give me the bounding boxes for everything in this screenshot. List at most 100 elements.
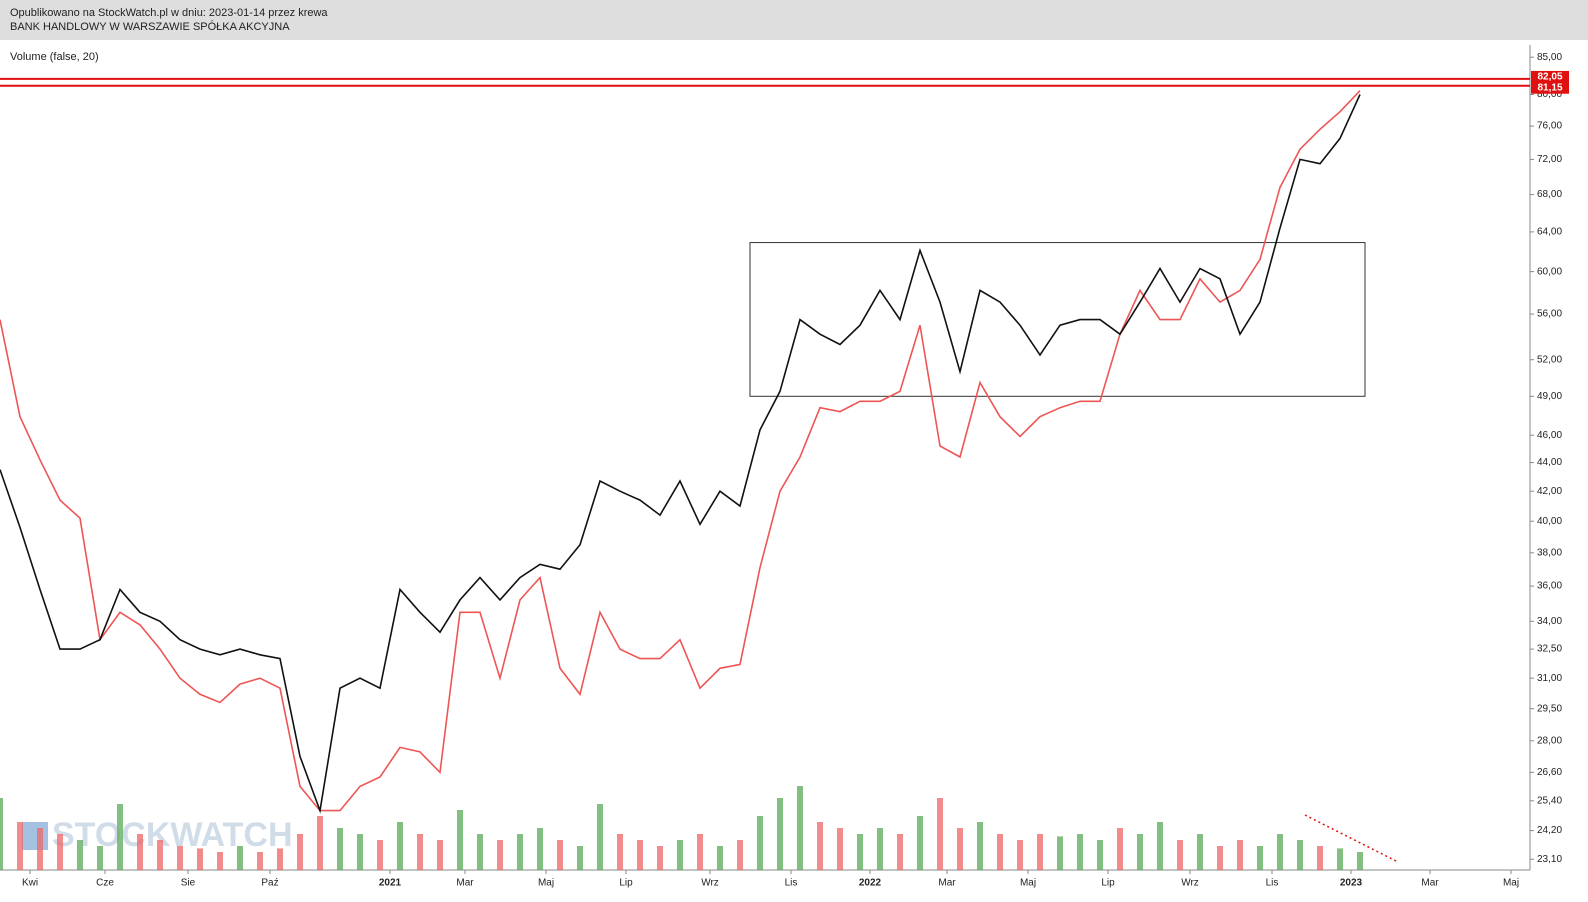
volume-bar xyxy=(117,804,123,870)
volume-bar xyxy=(1197,834,1203,870)
y-tick-label: 26,60 xyxy=(1537,767,1562,778)
volume-bar xyxy=(217,852,223,870)
volume-bar xyxy=(737,840,743,870)
y-tick-label: 25,40 xyxy=(1537,795,1562,806)
volume-bar xyxy=(377,840,383,870)
volume-bar xyxy=(257,852,263,870)
x-tick-label: Paź xyxy=(261,878,278,889)
volume-bar xyxy=(1297,840,1303,870)
y-tick-label: 46,00 xyxy=(1537,430,1562,441)
volume-bar xyxy=(37,828,43,870)
price-line xyxy=(0,94,1361,814)
volume-bar xyxy=(297,834,303,870)
volume-bar xyxy=(157,840,163,870)
x-tick-label: Lis xyxy=(1266,878,1279,889)
y-tick-label: 29,50 xyxy=(1537,703,1562,714)
volume-bar xyxy=(1117,828,1123,870)
level-tag xyxy=(1531,70,1569,83)
volume-bar xyxy=(877,828,883,870)
volume-bar xyxy=(937,798,943,870)
x-tick-label: Lis xyxy=(785,878,798,889)
x-tick-label: Wrz xyxy=(1181,878,1199,889)
volume-bar xyxy=(557,840,563,870)
volume-bar xyxy=(837,828,843,870)
volume-bar xyxy=(997,834,1003,870)
volume-bar xyxy=(957,828,963,870)
volume-bar xyxy=(597,804,603,870)
volume-bar xyxy=(237,846,243,870)
volume-bar xyxy=(577,846,583,870)
y-tick-label: 60,00 xyxy=(1537,266,1562,277)
level-tag xyxy=(1531,81,1569,94)
x-tick-label: Maj xyxy=(1503,878,1519,889)
volume-bar xyxy=(417,834,423,870)
x-tick-label: Maj xyxy=(1020,878,1036,889)
volume-bar xyxy=(1037,834,1043,870)
price-line xyxy=(0,90,1361,812)
x-tick-label: Sie xyxy=(181,878,196,889)
volume-bar xyxy=(717,846,723,870)
chart-subtitle: BANK HANDLOWY W WARSZAWIE SPÓŁKA AKCYJNA xyxy=(10,20,290,33)
volume-bar xyxy=(777,798,783,870)
volume-bar xyxy=(1077,834,1083,870)
x-tick-label: Wrz xyxy=(701,878,719,889)
x-tick-label: 2022 xyxy=(859,878,882,889)
volume-bar xyxy=(637,840,643,870)
volume-bar xyxy=(177,846,183,870)
volume-bar xyxy=(1337,848,1343,870)
x-tick-label: 2023 xyxy=(1340,878,1363,889)
volume-bar xyxy=(797,786,803,870)
volume-bar xyxy=(317,816,323,870)
volume-bar xyxy=(1237,840,1243,870)
volume-bar xyxy=(1257,846,1263,870)
trend-line xyxy=(1304,814,1399,863)
volume-bar xyxy=(437,840,443,870)
volume-label: Volume (false, 20) xyxy=(10,51,99,63)
y-tick-label: 56,00 xyxy=(1537,309,1562,320)
y-tick-label: 24,20 xyxy=(1537,825,1562,836)
y-tick-label: 40,00 xyxy=(1537,516,1562,527)
y-tick-label: 38,00 xyxy=(1537,547,1562,558)
volume-bar xyxy=(1017,840,1023,870)
volume-bar xyxy=(697,834,703,870)
y-tick-label: 23,10 xyxy=(1537,854,1562,865)
volume-bar xyxy=(517,834,523,870)
volume-bar xyxy=(477,834,483,870)
volume-bar xyxy=(337,828,343,870)
x-tick-label: 2021 xyxy=(379,878,402,889)
volume-bar xyxy=(77,840,83,870)
y-tick-label: 31,00 xyxy=(1537,673,1562,684)
volume-bar xyxy=(617,834,623,870)
level-label: 82,05 xyxy=(1537,72,1562,83)
volume-bar xyxy=(1057,836,1063,870)
volume-bar xyxy=(1157,822,1163,870)
volume-bar xyxy=(357,834,363,870)
header-band xyxy=(0,0,1588,40)
volume-bar xyxy=(857,834,863,870)
volume-bar xyxy=(1317,846,1323,870)
volume-bar xyxy=(137,834,143,870)
y-tick-label: 72,00 xyxy=(1537,154,1562,165)
y-tick-label: 32,50 xyxy=(1537,644,1562,655)
volume-bar xyxy=(277,848,283,870)
y-tick-label: 85,00 xyxy=(1537,52,1562,63)
volume-bar xyxy=(537,828,543,870)
range-box xyxy=(749,242,1366,397)
y-tick-label: 52,00 xyxy=(1537,354,1562,365)
volume-bar xyxy=(1177,840,1183,870)
y-tick-label: 42,00 xyxy=(1537,486,1562,497)
volume-bar xyxy=(757,816,763,870)
x-tick-label: Mar xyxy=(1421,878,1439,889)
y-tick-label: 76,00 xyxy=(1537,121,1562,132)
chart-title: Opublikowano na StockWatch.pl w dniu: 20… xyxy=(10,7,328,19)
volume-bar xyxy=(17,822,23,870)
y-tick-label: 80,00 xyxy=(1537,89,1562,100)
y-tick-label: 28,00 xyxy=(1537,735,1562,746)
volume-bar xyxy=(57,834,63,870)
watermark: STOCKWATCH xyxy=(52,816,293,854)
volume-bar xyxy=(497,840,503,870)
y-tick-label: 68,00 xyxy=(1537,189,1562,200)
volume-bar xyxy=(1277,834,1283,870)
x-tick-label: Maj xyxy=(538,878,554,889)
